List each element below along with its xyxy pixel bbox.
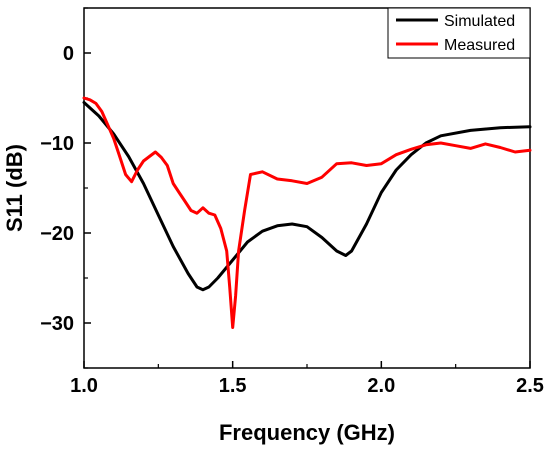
x-tick-label: 2.5 xyxy=(516,375,544,397)
y-tick-label: −30 xyxy=(40,313,74,335)
legend-box xyxy=(387,7,531,59)
y-tick-label: −20 xyxy=(40,223,74,245)
legend: Simulated Measured xyxy=(387,7,531,59)
legend-label-simulated: Simulated xyxy=(444,13,515,30)
y-tick-label: −10 xyxy=(40,133,74,155)
legend-label-measured: Measured xyxy=(444,37,515,54)
series-line-simulated xyxy=(82,101,532,292)
plot-frame xyxy=(83,7,531,369)
x-tick-label: 1.5 xyxy=(219,375,247,397)
x-tick-label: 1.0 xyxy=(70,375,98,397)
series-layer xyxy=(82,96,532,329)
y-axis-title: S11 (dB) xyxy=(2,144,27,232)
x-tick-label: 2.0 xyxy=(367,375,395,397)
ticks-layer: 1.0 1.5 2.0 2.5 0 −10 −20 −30 xyxy=(40,7,544,397)
y-tick-label: 0 xyxy=(63,43,74,65)
plot-area xyxy=(83,7,531,369)
x-axis-title: Frequency (GHz) xyxy=(219,420,395,445)
series-line-measured xyxy=(82,96,532,329)
